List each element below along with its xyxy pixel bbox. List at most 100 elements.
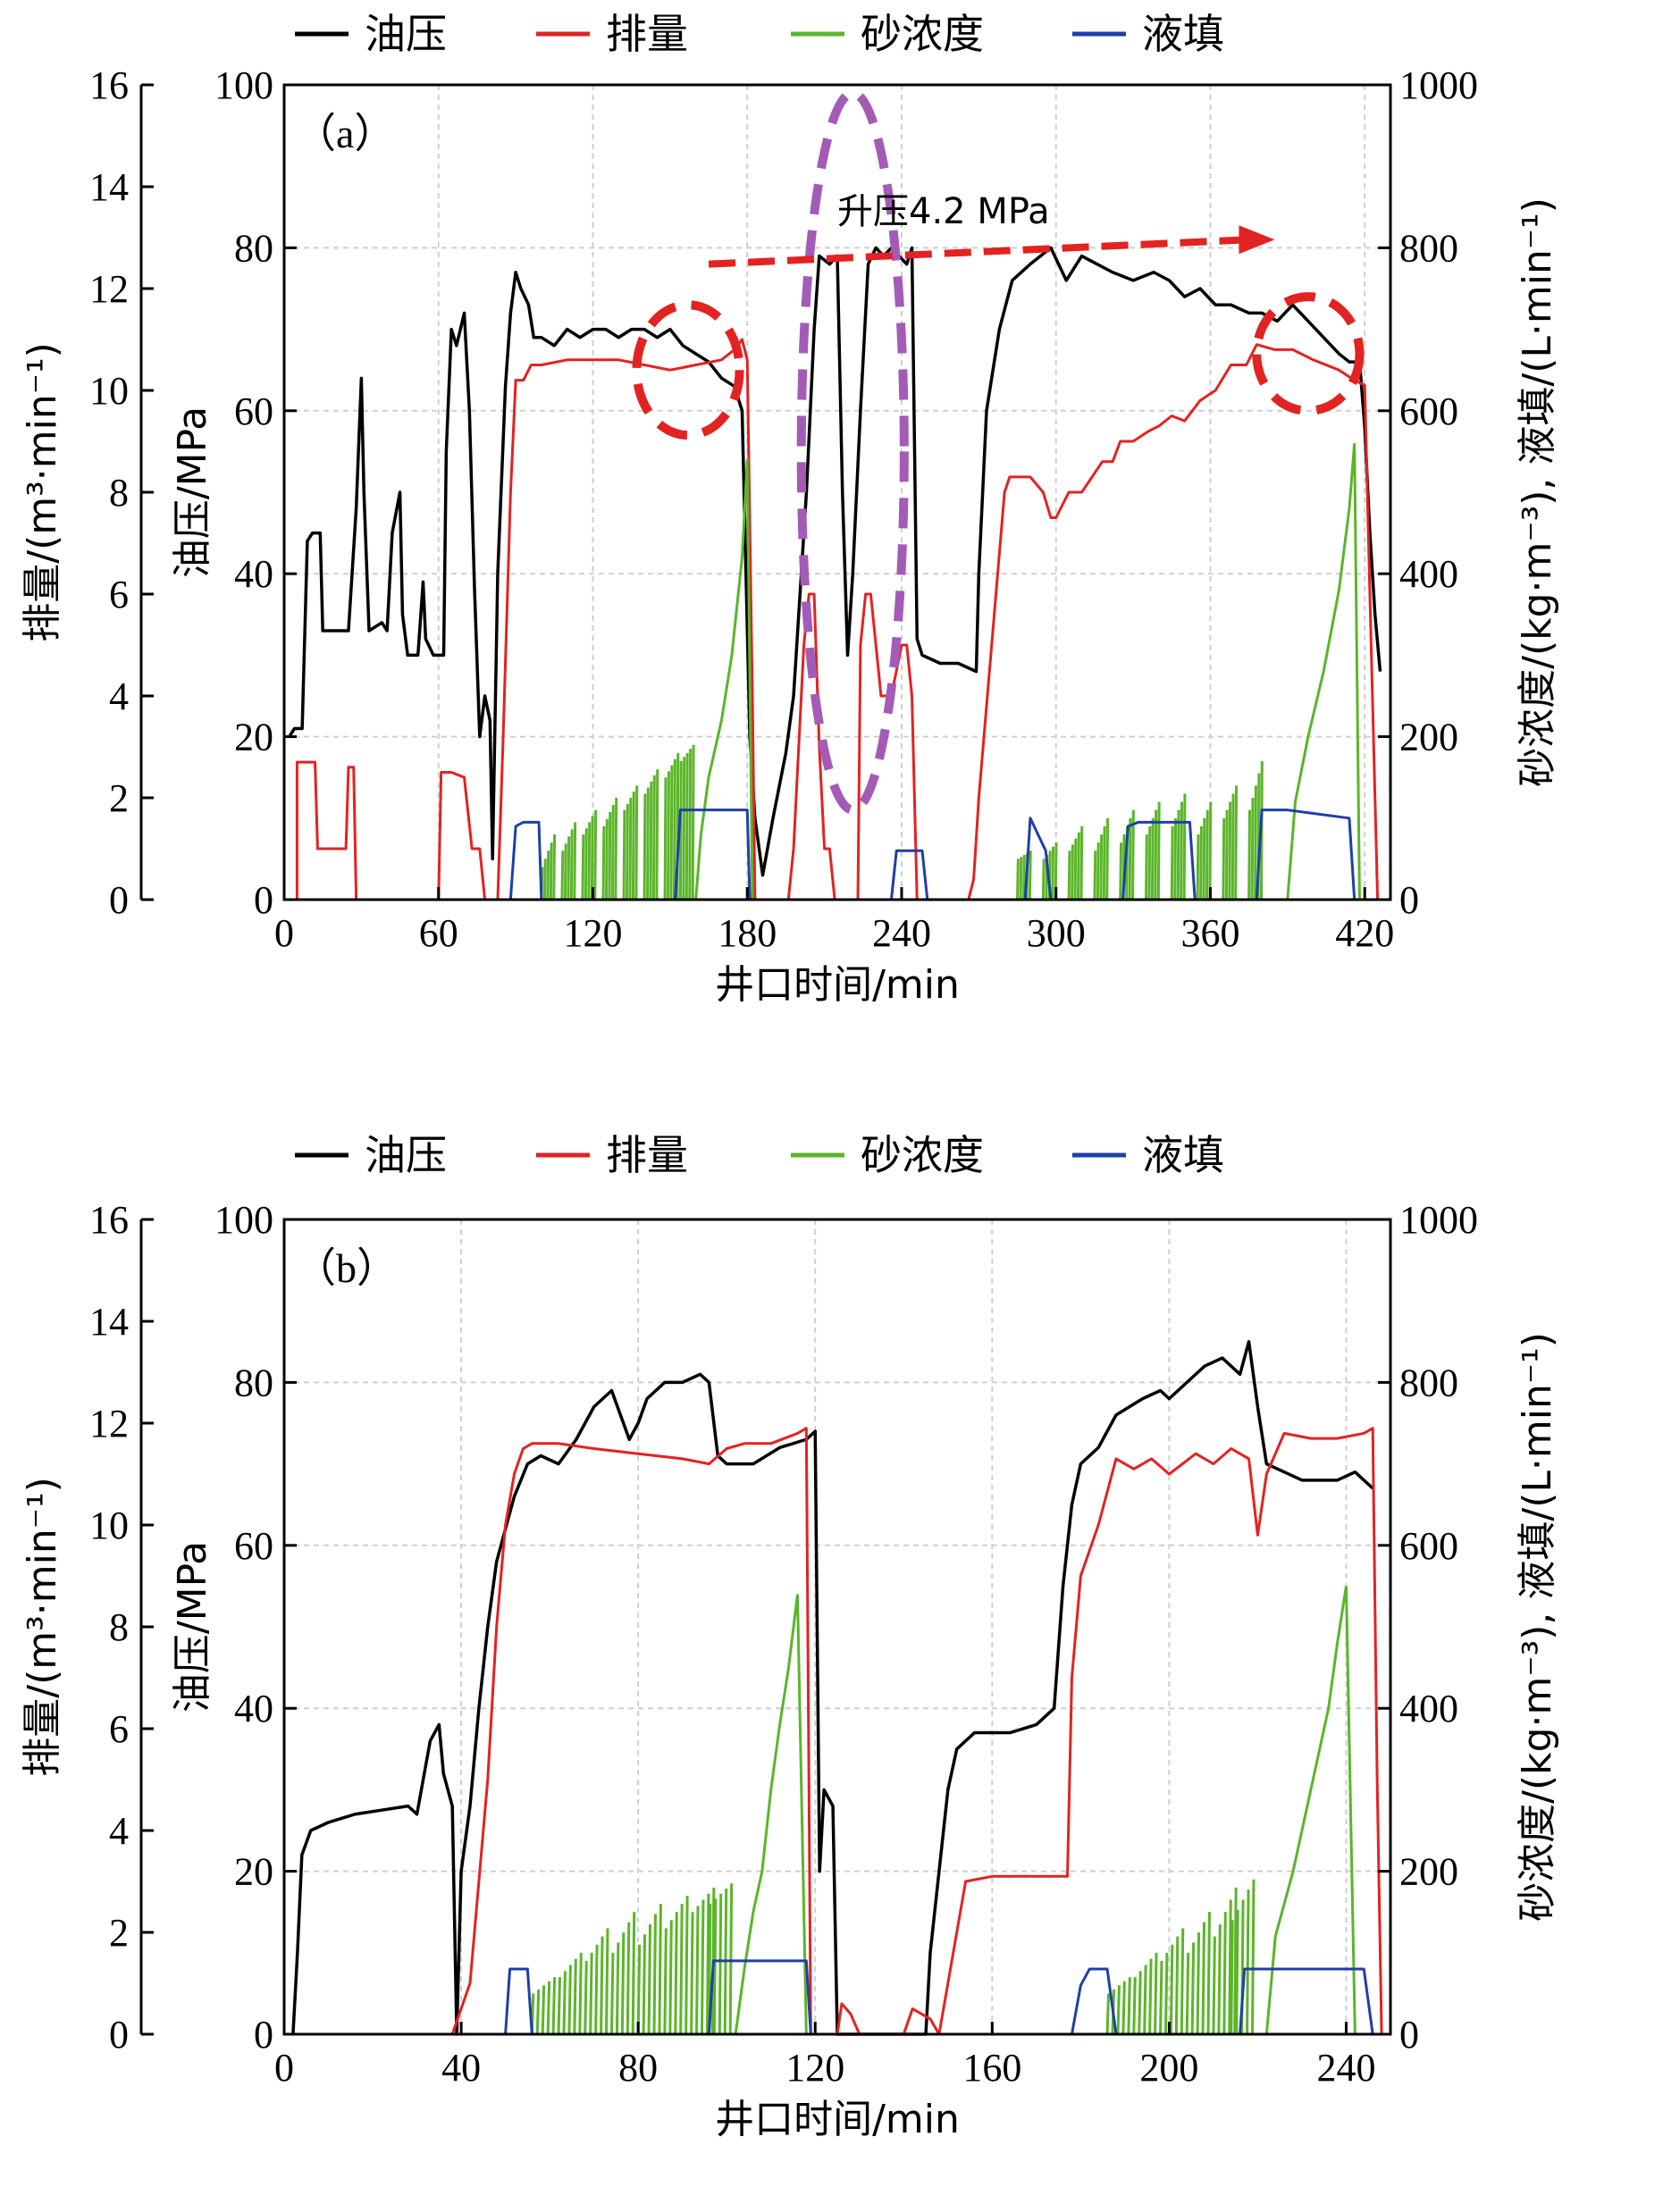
sand-spike [642, 1934, 647, 2035]
y-tick-label-right: 1000 [1399, 1198, 1478, 1242]
sand-spike [631, 792, 635, 901]
plot-frame [282, 1218, 1392, 2036]
sand-spike [593, 809, 598, 901]
x-axis-label: 井口时间/min [715, 2097, 960, 2142]
sand-spike [1041, 859, 1046, 901]
sand-spike [1138, 1971, 1142, 2035]
sand-spike [682, 757, 686, 901]
y-tick-label-pressure: 20 [234, 1850, 273, 1894]
y-tick-label-pressure: 0 [254, 2013, 273, 2057]
sand-spike [1019, 857, 1023, 901]
sand-spike [1182, 793, 1187, 901]
sand-ramp [694, 459, 754, 901]
y-tick-label-pressure: 80 [234, 1361, 273, 1404]
sand-spike [667, 771, 670, 901]
sand-spike [647, 1923, 652, 2035]
y-tick-label-right: 200 [1399, 1850, 1458, 1894]
sand-spike [600, 1936, 604, 2035]
sand-spike [581, 834, 585, 901]
x-tick-label: 180 [718, 911, 777, 955]
sand-spike [1147, 825, 1152, 901]
y-tick-label-right: 800 [1399, 1361, 1458, 1404]
sand-spike [1016, 859, 1020, 901]
legend-label-3: 液填 [1142, 1131, 1224, 1179]
trend-arrow [708, 236, 1248, 268]
sand-spike [625, 803, 629, 901]
sand-spike [1230, 1920, 1234, 2035]
sand-spike [542, 859, 547, 901]
sand-spike [646, 787, 650, 901]
sand-spike [1051, 846, 1055, 901]
series-sand [530, 1586, 1356, 2035]
sand-spike [685, 1895, 689, 2035]
y-tick-label-rate: 8 [109, 1605, 129, 1649]
sand-spike [705, 1893, 710, 2035]
sand-spike [552, 834, 557, 901]
x-tick-label: 200 [1139, 2046, 1198, 2090]
y-tick-label-pressure: 60 [234, 390, 273, 433]
sand-spike [728, 1883, 734, 2035]
y-tick-label-right: 600 [1399, 390, 1458, 433]
sand-spike [584, 828, 588, 901]
sand-ramp [1264, 1586, 1356, 2035]
panel-label: （a） [295, 111, 395, 156]
series-油压 [288, 246, 1382, 877]
y-axis-label-pressure: 油压/MPa [170, 1541, 215, 1713]
x-tick-label: 160 [962, 2046, 1021, 2090]
y-axis-label-rate: 排量/(m³·min⁻¹) [20, 342, 65, 641]
y-tick-label-right: 0 [1399, 2013, 1419, 2057]
sand-spike [584, 1960, 588, 2035]
sand-spike [614, 797, 618, 901]
sand-spike [1176, 809, 1180, 901]
y-tick-label-rate: 2 [109, 776, 129, 820]
x-tick-label: 80 [618, 2046, 658, 2090]
sand-spike [655, 769, 659, 901]
sand-spike [668, 1920, 673, 2035]
sand-spike [1067, 850, 1071, 901]
x-axis-label: 井口时间/min [715, 962, 960, 1008]
sand-spike [1154, 1952, 1158, 2035]
sand-spike [1196, 1931, 1201, 2035]
y-tick-label-rate: 16 [89, 1198, 129, 1242]
y-tick-label-pressure: 80 [234, 226, 273, 270]
x-tick-label: 240 [872, 911, 931, 955]
y-axis-label-pressure: 油压/MPa [170, 406, 215, 578]
sand-spike [1234, 785, 1239, 901]
panel-b: 油压 排量 砂浓度 液填0 40 80 120 160 200 24002040608010002… [20, 1131, 1560, 2142]
legend-label-2: 砂浓度 [861, 1131, 984, 1179]
y-axis-label-right: 砂浓度/(kg·m⁻³), 液填/(L·min⁻¹) [1515, 197, 1560, 787]
sand-spike [601, 825, 606, 901]
sand-spike [562, 1971, 567, 2035]
y-tick-label-rate: 12 [89, 267, 129, 311]
y-tick-label-rate: 4 [109, 1809, 129, 1853]
annotation-text: 升压4.2 MPa [837, 191, 1050, 232]
legend-label-1: 排量 [606, 1131, 688, 1179]
sand-ramp [1286, 443, 1361, 901]
sand-spike [608, 811, 612, 901]
y-tick-label-pressure: 20 [234, 716, 273, 759]
sand-spike [651, 775, 656, 901]
sand-spike [690, 1912, 694, 2035]
y-tick-label-rate: 4 [109, 674, 129, 718]
sand-spike [1190, 1942, 1196, 2035]
sand-spike [1071, 844, 1074, 901]
sand-spike [634, 785, 639, 901]
sand-spike [1073, 838, 1078, 901]
legend-label-0: 油压 [365, 10, 447, 58]
sand-spike [1028, 850, 1032, 901]
y-tick-label-rate: 14 [89, 1300, 129, 1344]
sand-spike [1230, 793, 1235, 901]
sand-spike [1173, 817, 1178, 901]
sand-spike [604, 818, 609, 901]
y-tick-label-rate: 0 [109, 878, 129, 922]
sand-spike [678, 760, 683, 901]
y-tick-label-rate: 14 [89, 165, 129, 209]
y-tick-label-pressure: 0 [254, 878, 273, 922]
sand-spike [1205, 809, 1209, 901]
sand-spike [1224, 809, 1229, 901]
highlight-ellipse-0 [632, 300, 744, 440]
sand-spike [567, 836, 571, 901]
legend-label-1: 排量 [606, 10, 688, 58]
y-tick-label-rate: 8 [109, 471, 129, 515]
